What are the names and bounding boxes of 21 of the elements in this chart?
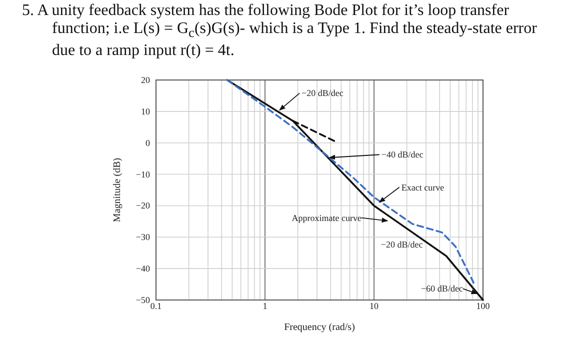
annotation: Exact curve xyxy=(401,182,444,192)
x-tick-label: 1 xyxy=(262,301,268,311)
y-tick-label: 20 xyxy=(141,75,150,85)
x-tick-label: 100 xyxy=(476,301,490,311)
x-tick-label: 0.1 xyxy=(150,301,162,311)
y-axis-title: Magnitude (dB) xyxy=(112,158,123,222)
annotation: −20 dB/dec xyxy=(302,88,344,98)
annotation: −20 dB/dec xyxy=(380,240,423,250)
annotation: Approximate curve xyxy=(292,212,362,223)
x-tick-label: 10 xyxy=(370,301,379,311)
annotation: −60 dB/dec xyxy=(421,284,463,294)
chart-title: 5. A unity feedback system has the following Bode Plot for it’s loop transfer function; i.e L(s) = G$_{c}$(s)G(s)- which is a Type 1. Find the steady-state error due to a ramp input r(t) = 4t. xyxy=(22,2,538,60)
y-tick-label: −20 xyxy=(136,200,150,211)
y-tick-label: −10 xyxy=(136,169,150,180)
x-axis-title: Frequency (rad/s) xyxy=(284,322,355,333)
annotation: −40 dB/dec xyxy=(381,150,424,160)
y-tick-label: 0 xyxy=(146,138,150,148)
y-tick-label: −30 xyxy=(136,232,150,242)
y-tick-label: 10 xyxy=(141,106,150,116)
y-tick-label: −40 xyxy=(136,264,150,274)
y-tick-label: −50 xyxy=(136,295,150,305)
